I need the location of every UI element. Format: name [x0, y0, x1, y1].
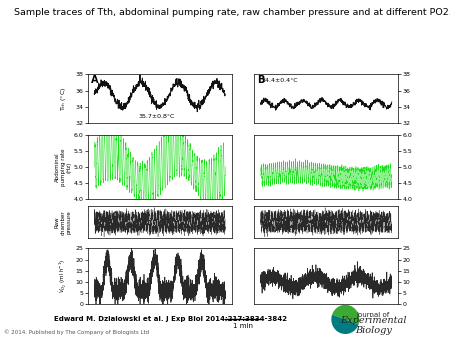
Text: Biology: Biology [355, 326, 392, 335]
Text: Sample traces of Tth, abdominal pumping rate, raw chamber pressure and at differ: Sample traces of Tth, abdominal pumping … [14, 8, 450, 18]
Text: © 2014. Published by The Company of Biologists Ltd: © 2014. Published by The Company of Biol… [4, 329, 149, 335]
Text: 35.7±0.8°C: 35.7±0.8°C [138, 115, 175, 119]
Text: Experimental: Experimental [340, 316, 407, 325]
Text: $\dot{V}$$_{O_2}$ (ml h$^{-1}$): $\dot{V}$$_{O_2}$ (ml h$^{-1}$) [58, 259, 68, 293]
Text: Abdominal
pumping rate
(Hz): Abdominal pumping rate (Hz) [55, 149, 71, 186]
Text: T$_{th}$ (°C): T$_{th}$ (°C) [58, 87, 68, 111]
Text: A: A [90, 75, 98, 85]
Text: Journal of: Journal of [357, 312, 390, 318]
Text: 1 min: 1 min [233, 323, 253, 330]
Text: 34.4±0.4°C: 34.4±0.4°C [261, 78, 298, 83]
Text: Edward M. Dzialowski et al. J Exp Biol 2014;217:3834-3842: Edward M. Dzialowski et al. J Exp Biol 2… [54, 316, 288, 322]
Wedge shape [331, 314, 359, 334]
Text: B: B [257, 75, 265, 85]
Text: Raw
chamber
pressure: Raw chamber pressure [55, 210, 71, 235]
Wedge shape [332, 305, 360, 324]
